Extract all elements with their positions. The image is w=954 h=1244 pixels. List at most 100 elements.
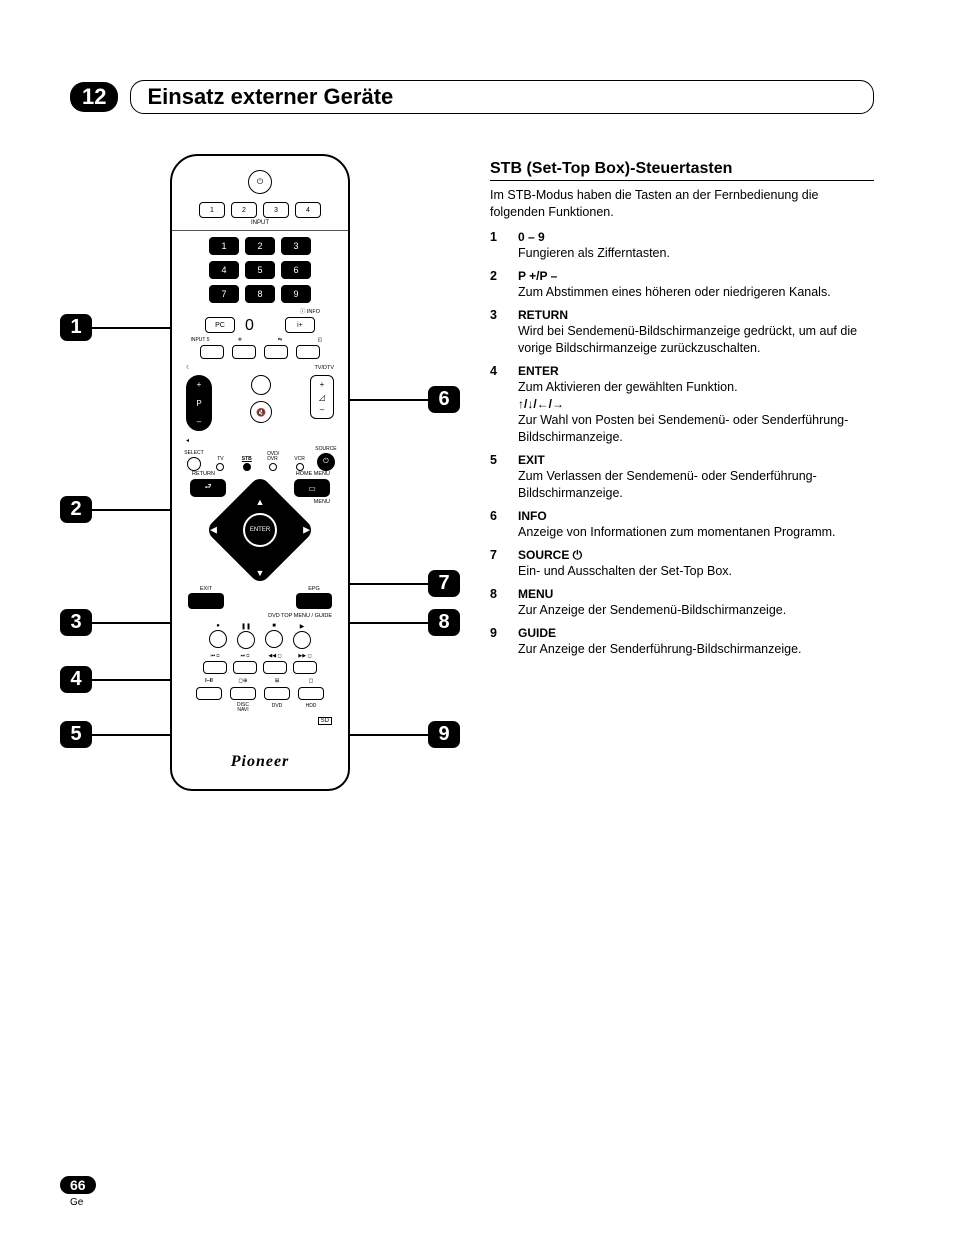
callout-2: 2 [60, 496, 92, 523]
ff-icon: ▶▶ ◻ [293, 653, 317, 659]
source-label: SOURCE [315, 446, 336, 452]
callout-6: 6 [428, 386, 460, 413]
item-num: 4 [490, 363, 504, 446]
mode-tv: TV [210, 456, 230, 471]
p-rocker: + P – [186, 375, 212, 431]
list-item: 4 ENTER Zum Aktivieren der gewählten Fun… [490, 363, 874, 446]
remote-body: ⏻ 1 2 3 4 INPUT 1 2 3 4 5 6 7 8 [170, 154, 350, 791]
input-3: 3 [263, 202, 289, 218]
list-item: 3 RETURN Wird bei Sendemenü-Bildschirman… [490, 307, 874, 357]
item-desc: Zur Anzeige der Senderführung-Bildschirm… [518, 641, 874, 658]
item-num: 8 [490, 586, 504, 619]
extra-1-icon: ◻⊕ [230, 678, 256, 684]
vol-mute-row: + P – 🔇 + ◿ – [186, 375, 334, 431]
item-num: 2 [490, 268, 504, 301]
rew-icon: ◀◀ ◻ [263, 653, 287, 659]
item-label: P +/P – [518, 268, 874, 284]
pause-button [237, 631, 255, 649]
skip-row [182, 661, 338, 674]
home-menu-label: HOME MENU [296, 471, 330, 477]
item-label: EXIT [518, 452, 874, 468]
list-item: 9 GUIDE Zur Anzeige der Senderführung-Bi… [490, 625, 874, 658]
exit-epg-row: EXIT EPG [188, 586, 332, 609]
dvd-label: DVD [264, 703, 290, 713]
item-desc: Fungieren als Zifferntasten. [518, 245, 874, 262]
remote-diagram-column: 1 2 3 4 5 6 7 8 9 ⏻ 1 [60, 154, 460, 791]
item-desc: Zur Anzeige der Sendemenü-Bildschirmanze… [518, 602, 874, 619]
transport-row: ● ❚❚ ■ ▶ [182, 623, 338, 649]
item-num: 3 [490, 307, 504, 357]
arrow-down-icon: ▼ [256, 568, 265, 578]
chapter-number-badge: 12 [70, 82, 118, 112]
num-9: 9 [281, 285, 311, 303]
return-button: ⮐ [190, 479, 226, 497]
extra-2-icon: ⊞ [264, 678, 290, 684]
menu-label: MENU [314, 499, 330, 505]
chapter-header: 12 Einsatz externer Geräte [70, 80, 874, 114]
num-7: 7 [209, 285, 239, 303]
num-2: 2 [245, 237, 275, 255]
input5-label-row: INPUT 5 ❄ ⇆ ◱ [182, 337, 338, 343]
item-label: INFO [518, 508, 874, 524]
item-desc: Zum Abstimmen eines höheren oder niedrig… [518, 284, 874, 301]
mute-col: 🔇 [220, 375, 302, 423]
epg-button [296, 593, 332, 609]
input5-label: INPUT 5 [185, 337, 215, 343]
skip-next-icon: ⏭ ◻ [233, 653, 257, 659]
list-item: 5 EXIT Zum Verlassen der Sendemenü- oder… [490, 452, 874, 502]
chapter-title: Einsatz externer Geräte [147, 84, 857, 110]
audio-label: I–II [196, 678, 222, 684]
callout-line [92, 327, 180, 329]
mini-1 [200, 345, 224, 359]
callout-5: 5 [60, 721, 92, 748]
list-item: 7 SOURCE ⏻ Ein- und Ausschalten der Set-… [490, 547, 874, 580]
ff-button [293, 661, 317, 674]
item-label: MENU [518, 586, 874, 602]
tvdtv-label: TV/DTV [314, 365, 334, 371]
dot-icon [269, 463, 277, 471]
callout-7: 7 [428, 570, 460, 597]
item-desc: Ein- und Ausschalten der Set-Top Box. [518, 563, 874, 580]
disc-row [182, 687, 338, 700]
item-num: 6 [490, 508, 504, 541]
pc-zero-info-row: PC 0 i+ [182, 317, 338, 333]
item-num: 5 [490, 452, 504, 502]
exit-button [188, 593, 224, 609]
source-col: SOURCE ⏻ [316, 446, 336, 471]
mini-row [182, 345, 338, 359]
list-item: 1 0 – 9 Fungieren als Zifferntasten. [490, 229, 874, 262]
mini-4 [296, 345, 320, 359]
footer: 66 Ge [60, 1176, 96, 1208]
home-menu-button: ▭ [294, 479, 330, 497]
skip-prev-button [203, 661, 227, 674]
num-4: 4 [209, 261, 239, 279]
skip-prev-icon: ⏮ ◻ [203, 653, 227, 659]
p-plus: + [197, 380, 202, 389]
item-label: 0 – 9 [518, 229, 874, 245]
num-0: 0 [245, 317, 275, 333]
section-title: STB (Set-Top Box)-Steuertasten [490, 160, 874, 181]
disc-button [230, 687, 256, 700]
freeze-icon: ❄ [225, 337, 255, 343]
item-list: 1 0 – 9 Fungieren als Zifferntasten. 2 P… [490, 229, 874, 658]
arrow-up-icon: ▲ [256, 497, 265, 507]
dot-icon [216, 463, 224, 471]
input-1: 1 [199, 202, 225, 218]
item-label: RETURN [518, 307, 874, 323]
power-button: ⏻ [248, 170, 272, 194]
num-3: 3 [281, 237, 311, 255]
item-num: 9 [490, 625, 504, 658]
chapter-title-wrap: Einsatz externer Geräte [130, 80, 874, 114]
mode-dvd: DVD/ DVR [263, 452, 283, 471]
input-2: 2 [231, 202, 257, 218]
tvdtv-button [251, 375, 271, 395]
rec-button [209, 630, 227, 648]
vol-plus: + [320, 380, 325, 389]
sleep-icon: ☾ [186, 365, 191, 371]
hdd-label: HDD [298, 703, 324, 713]
back-icon: ◂ [186, 437, 338, 444]
input-label: INPUT [182, 220, 338, 226]
item-desc: Anzeige von Informationen zum momentanen… [518, 524, 874, 541]
select-label: SELECT [184, 450, 203, 456]
skip-icon-row: ⏮ ◻ ⏭ ◻ ◀◀ ◻ ▶▶ ◻ [182, 653, 338, 659]
